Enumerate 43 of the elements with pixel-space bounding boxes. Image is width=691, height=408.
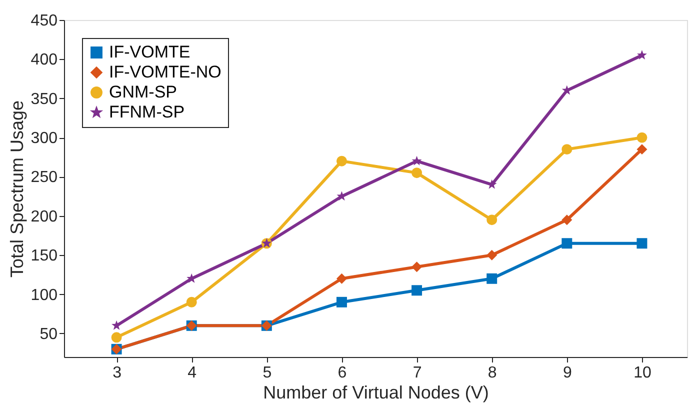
- y-tick-label: 250: [30, 169, 58, 186]
- x-tick-label: 7: [412, 364, 422, 382]
- y-tick-label: 400: [30, 52, 58, 69]
- point: [562, 144, 572, 155]
- x-tick-label: 3: [112, 364, 122, 382]
- point: [636, 50, 647, 60]
- y-tick-label: 200: [30, 208, 58, 226]
- legend-label: GNM-SP: [109, 82, 177, 102]
- x-axis-title: Number of Virtual Nodes (V): [263, 382, 489, 402]
- x-tick-label: 9: [562, 364, 572, 382]
- point: [412, 168, 422, 178]
- y-tick-label: 300: [30, 130, 58, 148]
- point: [636, 144, 648, 155]
- x-tick-label: 6: [338, 364, 347, 382]
- y-tick-label: 350: [30, 90, 58, 108]
- x-tick-label: 4: [188, 364, 197, 382]
- point: [336, 296, 347, 308]
- legend-label: IF-VOMTE: [109, 42, 190, 62]
- point: [186, 296, 197, 308]
- legend-label: FFNM-SP: [109, 102, 185, 122]
- x-tick-label: 5: [262, 364, 272, 382]
- point: [412, 262, 422, 272]
- point: [112, 320, 122, 330]
- point: [336, 273, 347, 284]
- point: [412, 285, 422, 296]
- point: [111, 332, 122, 343]
- x-tick-label: 8: [488, 364, 497, 382]
- y-tick-label: 50: [40, 326, 58, 343]
- point: [486, 273, 498, 284]
- point: [486, 214, 498, 226]
- y-axis-title: Total Spectrum Usage: [6, 100, 27, 278]
- point: [562, 214, 572, 226]
- x-tick-label: 10: [634, 364, 652, 382]
- y-tick-label: 100: [30, 286, 58, 304]
- point: [336, 156, 347, 166]
- legend-label: IF-VOMTE-NO: [109, 62, 222, 82]
- point: [562, 238, 572, 249]
- point: [412, 156, 422, 166]
- point: [636, 238, 648, 249]
- point: [636, 132, 648, 143]
- y-tick-label: 450: [30, 12, 58, 30]
- y-tick-label: 150: [30, 248, 58, 265]
- point: [486, 250, 498, 260]
